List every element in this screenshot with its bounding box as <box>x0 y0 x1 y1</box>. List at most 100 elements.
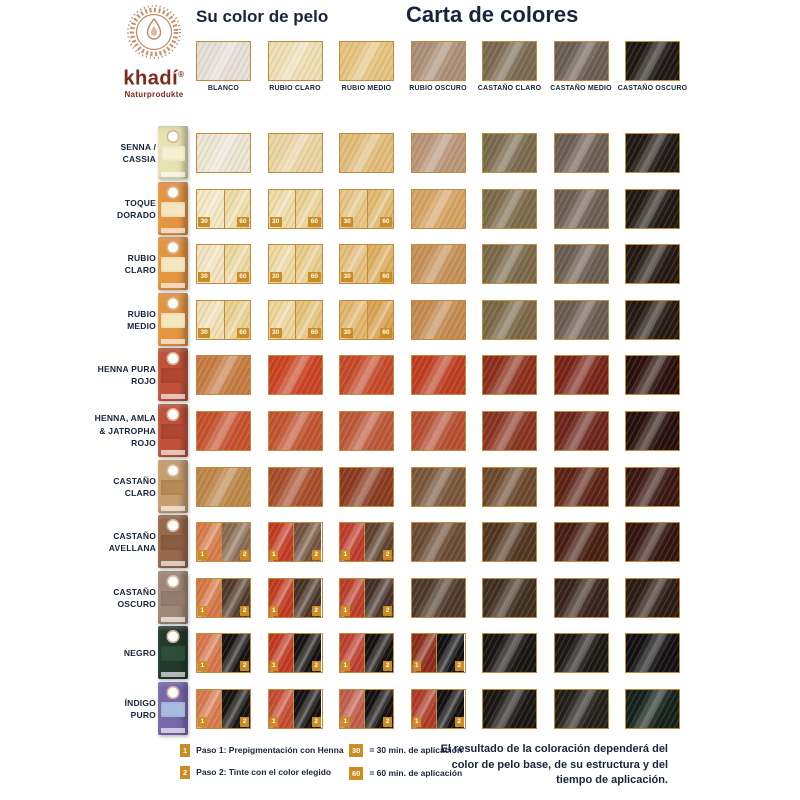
result-swatch <box>553 578 609 618</box>
result-swatch <box>482 300 537 340</box>
hair-texture <box>483 301 536 339</box>
hair-texture <box>411 134 465 172</box>
hair-texture <box>268 468 322 506</box>
hair-texture <box>411 190 465 228</box>
legend-60min-label: = 60 min. de aplicación <box>369 768 463 779</box>
result-swatch <box>267 467 323 507</box>
result-swatch <box>553 689 609 729</box>
column-header-label: CASTAÑO OSCURO <box>617 85 688 92</box>
result-swatch <box>482 355 537 395</box>
product-box <box>158 126 188 179</box>
hair-texture <box>554 634 608 672</box>
result-swatch: 30 60 <box>267 244 323 284</box>
hair-texture <box>483 245 536 283</box>
result-swatch <box>553 189 609 229</box>
legend-step1: 1 Paso 1: Prepigmentación con Henna <box>180 744 344 757</box>
hair-texture <box>197 468 250 506</box>
box-logo-circle <box>166 408 180 421</box>
hair-texture <box>268 42 322 80</box>
product-box <box>158 571 188 624</box>
product-row-label-line: TOQUE <box>124 197 156 208</box>
product-row-label-line: CASSIA <box>122 154 156 164</box>
result-swatch <box>482 189 537 229</box>
result-swatch <box>410 244 466 284</box>
result-swatch <box>625 578 680 618</box>
step-badge: 2 <box>383 549 392 560</box>
product-row-label-line: RUBIO <box>127 308 156 319</box>
box-logo-circle <box>166 241 180 254</box>
product-box <box>158 404 188 457</box>
result-swatch <box>339 133 394 173</box>
product-row-label-line: PURO <box>130 710 156 720</box>
product-row-label-line: AVELLANA <box>108 543 156 553</box>
box-logo-circle <box>166 130 180 143</box>
result-swatch <box>553 411 609 451</box>
result-swatch <box>625 189 680 229</box>
box-footer <box>161 228 185 233</box>
hair-texture <box>197 412 250 450</box>
product-box <box>158 515 188 568</box>
base-swatch <box>553 41 609 81</box>
product-row-label-line: ROJO <box>131 438 156 449</box>
box-logo-circle <box>166 464 180 477</box>
box-logo-circle <box>166 352 180 365</box>
hair-texture <box>626 634 679 672</box>
box-label <box>161 480 185 495</box>
result-swatch <box>339 355 394 395</box>
column-header-label: RUBIO OSCURO <box>409 85 467 92</box>
product-row-label-line: HENNA PURA <box>97 363 156 374</box>
product-row-label-line: MEDIO <box>127 321 156 331</box>
box-logo-circle <box>166 186 180 199</box>
result-swatch <box>553 244 609 284</box>
step-badge: 2 <box>240 549 249 560</box>
result-swatch <box>625 411 680 451</box>
base-swatch <box>339 41 394 81</box>
step-badge: 1 <box>269 549 279 560</box>
box-footer <box>161 450 185 455</box>
disclaimer-line: El resultado de la coloración dependerá … <box>440 743 668 755</box>
hair-texture <box>626 301 679 339</box>
hair-texture <box>483 690 536 728</box>
result-swatch <box>410 467 466 507</box>
product-box <box>158 237 188 290</box>
box-label <box>161 646 185 661</box>
result-swatch <box>267 411 323 451</box>
column-header-label: RUBIO CLARO <box>269 85 321 92</box>
hair-texture <box>483 190 536 228</box>
step-badge: 1 <box>412 660 422 671</box>
time-badge: 60 <box>236 327 249 338</box>
product-box <box>158 293 188 346</box>
product-row-label: CASTAÑO AVELLANA <box>58 513 156 571</box>
product-row-label: SENNA / CASSIA <box>58 124 156 182</box>
step-badge: 2 <box>311 660 321 671</box>
product-row-label-line: NEGRO <box>123 647 156 658</box>
result-swatch <box>553 133 609 173</box>
product-row-label: RUBIO CLARO <box>58 235 156 293</box>
box-label <box>161 702 185 717</box>
step-badge: 2 <box>454 660 464 671</box>
result-swatch <box>625 522 680 562</box>
result-swatch <box>410 189 466 229</box>
box-logo-circle <box>166 297 180 310</box>
product-row-label-line: CASTAÑO <box>113 530 156 541</box>
hair-texture <box>483 579 536 617</box>
product-row-label: HENNA, AMLA & JATROPHA ROJO <box>58 402 156 460</box>
box-label <box>161 368 185 383</box>
time-badge: 30 <box>198 271 211 282</box>
box-label <box>161 146 185 161</box>
hair-texture <box>483 468 536 506</box>
time-badge: 60 <box>236 216 249 227</box>
step-badge: 2 <box>383 605 392 616</box>
box-label <box>161 202 185 217</box>
result-swatch <box>553 355 609 395</box>
hair-texture <box>411 356 465 394</box>
result-swatch <box>625 300 680 340</box>
hair-texture <box>483 523 536 561</box>
box-footer <box>161 728 185 733</box>
product-row-label-line: OSCURO <box>117 599 156 609</box>
step-badge: 2 <box>311 716 321 727</box>
result-swatch: 30 60 <box>339 244 394 284</box>
step-badge: 1 <box>341 605 350 616</box>
